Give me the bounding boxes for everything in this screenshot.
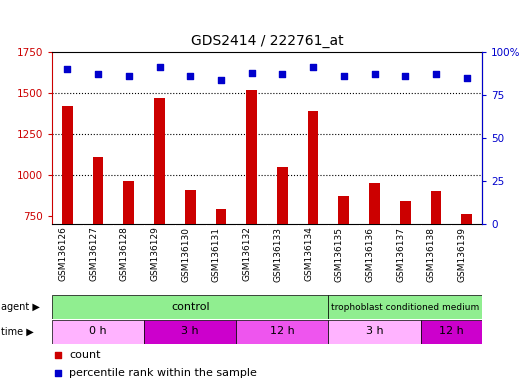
Point <box>155 65 164 71</box>
Point <box>309 65 317 71</box>
Bar <box>277 167 288 224</box>
Bar <box>144 319 237 344</box>
Bar <box>421 319 482 344</box>
Bar <box>124 181 134 224</box>
Point <box>248 70 256 76</box>
Point <box>216 76 225 83</box>
Point <box>432 71 440 78</box>
Text: GSM136127: GSM136127 <box>89 227 98 281</box>
Point <box>463 75 471 81</box>
Text: percentile rank within the sample: percentile rank within the sample <box>69 367 257 377</box>
Text: GSM136129: GSM136129 <box>150 227 159 281</box>
Point <box>94 71 102 78</box>
Text: 3 h: 3 h <box>182 326 199 336</box>
Bar <box>62 106 73 224</box>
Bar <box>246 90 257 224</box>
Point <box>278 71 287 78</box>
Bar <box>400 201 411 224</box>
Text: trophoblast conditioned medium: trophoblast conditioned medium <box>331 303 479 311</box>
Text: 12 h: 12 h <box>270 326 295 336</box>
Text: GSM136131: GSM136131 <box>212 227 221 281</box>
Bar <box>52 295 328 319</box>
Text: GSM136130: GSM136130 <box>181 227 190 281</box>
Text: time ▶: time ▶ <box>1 326 34 336</box>
Point <box>125 73 133 79</box>
Text: 0 h: 0 h <box>89 326 107 336</box>
Point <box>63 66 72 72</box>
Text: GSM136135: GSM136135 <box>335 227 344 281</box>
Point <box>54 369 63 376</box>
Text: GSM136136: GSM136136 <box>365 227 374 281</box>
Point <box>370 71 379 78</box>
Text: 12 h: 12 h <box>439 326 464 336</box>
Bar <box>430 191 441 224</box>
Text: agent ▶: agent ▶ <box>1 302 40 312</box>
Bar <box>185 190 195 224</box>
Bar <box>461 214 472 224</box>
Text: GSM136128: GSM136128 <box>120 227 129 281</box>
Bar <box>93 157 103 224</box>
Bar <box>215 209 227 224</box>
Bar <box>369 183 380 224</box>
Text: GSM136138: GSM136138 <box>427 227 436 281</box>
Bar <box>328 319 421 344</box>
Bar <box>338 196 349 224</box>
Point <box>340 73 348 79</box>
Text: GDS2414 / 222761_at: GDS2414 / 222761_at <box>191 34 343 48</box>
Bar <box>308 111 318 224</box>
Text: GSM136134: GSM136134 <box>304 227 313 281</box>
Bar <box>154 98 165 224</box>
Text: GSM136126: GSM136126 <box>59 227 68 281</box>
Bar <box>52 319 144 344</box>
Text: GSM136137: GSM136137 <box>396 227 405 281</box>
Bar <box>237 319 328 344</box>
Text: GSM136133: GSM136133 <box>274 227 282 281</box>
Text: control: control <box>171 302 210 312</box>
Text: 3 h: 3 h <box>366 326 383 336</box>
Point <box>186 73 194 79</box>
Text: GSM136139: GSM136139 <box>458 227 467 281</box>
Point <box>54 352 63 358</box>
Bar <box>328 295 482 319</box>
Text: GSM136132: GSM136132 <box>243 227 252 281</box>
Point <box>401 73 409 79</box>
Text: count: count <box>69 350 101 360</box>
